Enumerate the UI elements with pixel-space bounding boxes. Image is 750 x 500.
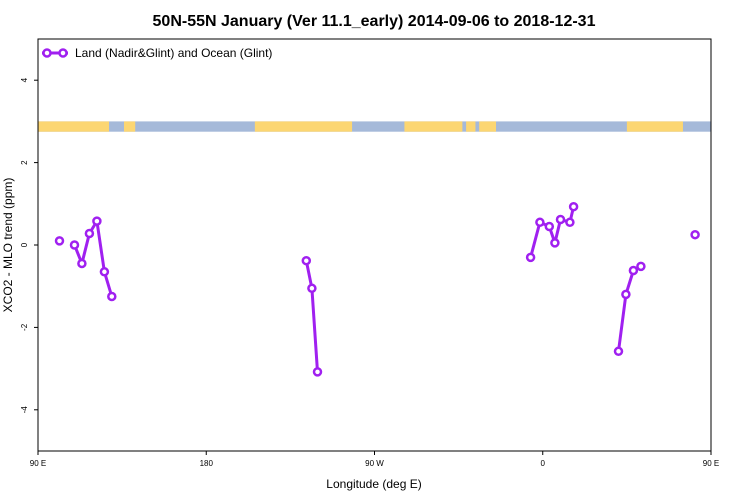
y-tick-label: -2	[20, 323, 29, 331]
data-point	[107, 291, 117, 302]
plot-frame	[37, 38, 712, 452]
data-point	[84, 228, 95, 239]
land-band-segment	[404, 121, 463, 132]
x-tick-label: 0	[541, 459, 546, 468]
chart-title-text: 50N-55N January (Ver 11.1_early) 2014-09…	[153, 13, 596, 30]
land-band-segment	[466, 121, 476, 132]
series-layer	[54, 201, 750, 377]
y-tick-label: 2	[20, 160, 29, 165]
y-tick-label: 4	[20, 77, 29, 82]
data-point	[301, 255, 312, 266]
data-point	[77, 258, 87, 269]
data-point	[525, 252, 536, 263]
data-point	[550, 238, 560, 248]
data-point	[690, 229, 700, 240]
data-point	[312, 367, 323, 377]
x-tick-label: 90 E	[703, 459, 719, 468]
y-tick-label: 0	[20, 242, 29, 247]
x-tick-label: 180	[200, 459, 214, 468]
data-point	[307, 283, 317, 294]
land-band-segment	[626, 121, 683, 132]
data-point	[99, 267, 110, 277]
y-axis-label: XCO2 - MLO trend (ppm)	[1, 178, 15, 313]
data-point	[613, 346, 624, 357]
data-point	[621, 289, 631, 300]
land-band-segment	[254, 121, 353, 132]
ocean-band	[38, 121, 711, 132]
data-point	[744, 242, 750, 249]
data-point	[544, 221, 555, 232]
series-line	[617, 265, 642, 352]
x-axis: 90 E 180 90 W 0 90 E	[30, 451, 719, 468]
legend-entry-label: Land (Nadir&Glint) and Ocean (Glint)	[75, 46, 272, 60]
data-point	[628, 265, 639, 276]
data-point	[568, 201, 579, 212]
legend: Land (Nadir&Glint) and Ocean (Glint)	[42, 46, 272, 60]
x-tick-label: 90 W	[365, 459, 384, 468]
data-point	[69, 240, 80, 250]
surface-band	[38, 121, 711, 132]
land-band-segment	[38, 121, 110, 132]
data-point	[729, 238, 736, 245]
data-point	[565, 217, 575, 228]
chart-title: 50N-55N January (Ver 11.1_early) 2014-09…	[153, 13, 596, 30]
data-point	[54, 236, 65, 246]
data-point	[92, 216, 102, 226]
data-point	[636, 261, 646, 272]
data-point	[535, 217, 545, 228]
land-band-segment	[123, 121, 136, 132]
y-axis: -4 -2 0 2 4	[20, 77, 38, 413]
y-tick-label: -4	[20, 406, 29, 414]
legend-marker-right	[58, 48, 68, 58]
x-tick-label: 90 E	[30, 459, 46, 468]
x-axis-label: Longitude (deg E)	[326, 477, 421, 491]
series-line	[529, 206, 576, 258]
land-band-segment	[479, 121, 497, 132]
legend-marker-left	[42, 48, 52, 58]
series-line	[304, 260, 319, 373]
data-point	[555, 214, 566, 225]
